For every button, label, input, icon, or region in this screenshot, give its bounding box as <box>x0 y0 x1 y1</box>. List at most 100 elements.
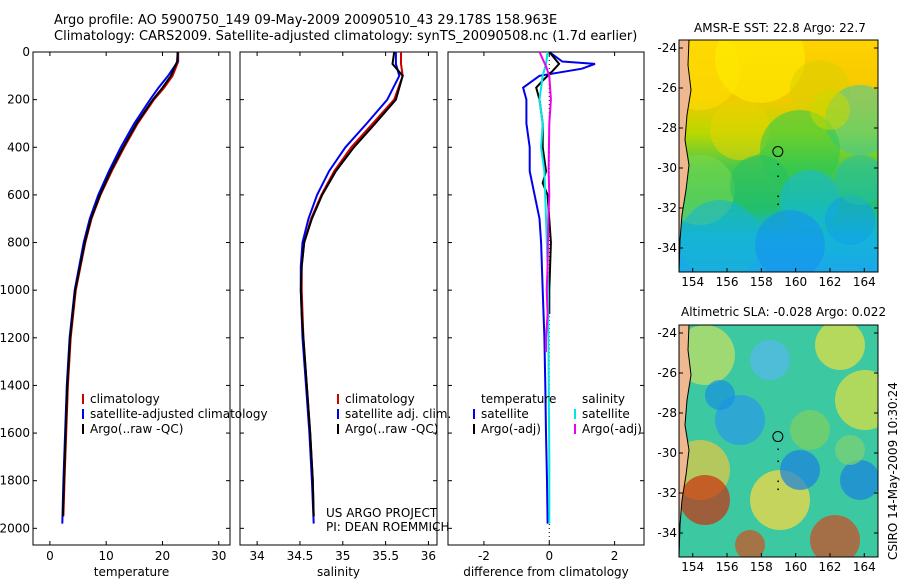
depth-tick-label: 800 <box>7 236 30 250</box>
difference-xlabel: difference from climatology <box>463 565 629 579</box>
argo-track-dot <box>777 480 779 483</box>
argo-track-dot <box>777 448 779 451</box>
sla-map-field <box>679 325 878 557</box>
salinity-legend-label: climatology <box>345 392 415 406</box>
depth-tick-label: 1400 <box>0 378 30 392</box>
sst-anomaly-patch <box>825 195 875 245</box>
sla-map-ytick-label: -34 <box>657 526 677 540</box>
sla-anomaly-patch <box>735 530 765 557</box>
sst-map: 154 156 158 160 162 164 -24 -26 -28 -30 -32 -34 <box>657 39 879 289</box>
sla-map-ytick-label: -30 <box>657 446 677 460</box>
depth-tick-label: 1200 <box>0 331 30 345</box>
temperature-panel: 0 10 20 30 0 200 400 600 800 1000 1200 1400 1600 1800… <box>0 45 231 579</box>
profile-title: Argo profile: AO 5900750_149 09-May-2009… <box>54 13 558 28</box>
sla-anomaly-patch <box>780 450 820 490</box>
depth-tick-label: 1000 <box>0 283 30 297</box>
depth-tick-label: 1800 <box>0 474 30 488</box>
difference-panel: -2 0 2 difference from climatology <box>447 51 645 579</box>
difference-temp-legend-label: Argo(-adj) <box>481 422 541 436</box>
salinity-xtick-label: 36 <box>421 549 436 563</box>
sla-anomaly-patch <box>750 340 790 380</box>
difference-xtick-label: 2 <box>611 549 619 563</box>
diff-legend-salinity-title: salinity <box>582 392 625 406</box>
sla-anomaly-patch <box>815 325 865 370</box>
temperature-xlabel: temperature <box>94 565 169 579</box>
sla-map-xtick-label: 162 <box>819 560 842 574</box>
salinity-xtick-label: 35.5 <box>372 549 399 563</box>
sst-map-frame <box>678 39 879 273</box>
argo-float-marker <box>772 431 784 443</box>
temperature-xtick-label: 20 <box>155 549 170 563</box>
sla-anomaly-patch <box>790 410 830 450</box>
sla-map-ytick-label: -26 <box>657 366 677 380</box>
project-label: US ARGO PROJECT <box>326 506 438 520</box>
temperature-axes-box <box>32 51 231 546</box>
temperature-legend-label: satellite-adjusted climatology <box>90 407 268 421</box>
sla-map: 154 156 158 160 162 164 -24 -26 -28 -30 -32 -34 <box>657 324 879 574</box>
difference-series-2 <box>538 51 551 524</box>
temperature-series-2 <box>61 51 179 517</box>
difference-sal-legend-label: satellite <box>582 407 630 421</box>
depth-tick-label: 1600 <box>0 426 30 440</box>
sst-map-xtick-label: 164 <box>853 275 876 289</box>
difference-sal-legend-label: Argo(-adj) <box>582 422 642 436</box>
sst-map-ytick-label: -28 <box>657 121 677 135</box>
sst-map-ytick-label: -26 <box>657 81 677 95</box>
sst-anomaly-patch <box>755 210 825 272</box>
temperature-legend-label: Argo(..raw -QC) <box>90 422 183 436</box>
difference-series-3 <box>538 51 552 353</box>
salinity-xtick-label: 34.5 <box>287 549 314 563</box>
argo-track-dot <box>777 488 779 491</box>
sst-anomaly-patch <box>680 200 760 272</box>
sla-map-xtick-label: 154 <box>681 560 704 574</box>
sst-map-title: AMSR-E SST: 22.8 Argo: 22.7 <box>694 21 866 35</box>
sst-anomaly-patch <box>710 100 770 160</box>
sst-map-xtick-label: 156 <box>716 275 739 289</box>
argo-track-dot <box>777 460 779 463</box>
salinity-xtick-label: 34 <box>249 549 264 563</box>
sla-anomaly-patch <box>810 515 860 557</box>
depth-tick-label: 600 <box>7 188 30 202</box>
temperature-xtick-label: 0 <box>46 549 54 563</box>
sst-anomaly-patch <box>835 155 878 205</box>
sla-map-xtick-label: 164 <box>853 560 876 574</box>
diff-legend-temperature-title: temperature <box>481 392 556 406</box>
salinity-xlabel: salinity <box>317 565 360 579</box>
difference-series-0 <box>521 51 596 524</box>
salinity-axes-box <box>239 51 438 546</box>
sst-map-xtick-label: 162 <box>819 275 842 289</box>
argo-track-dot <box>777 203 779 206</box>
sla-map-xtick-label: 160 <box>784 560 807 574</box>
difference-xtick-label: -2 <box>478 549 490 563</box>
sla-anomaly-patch <box>679 325 735 385</box>
temperature-xtick-label: 30 <box>211 549 226 563</box>
australia-land <box>679 40 692 272</box>
depth-tick-label: 400 <box>7 140 30 154</box>
sla-map-ytick-label: -24 <box>657 326 677 340</box>
temperature-xtick-label: 10 <box>99 549 114 563</box>
salinity-legend-label: satellite adj. clim. <box>345 407 451 421</box>
temperature-legend-label: climatology <box>90 392 160 406</box>
sla-map-ytick-label: -28 <box>657 406 677 420</box>
sst-anomaly-patch <box>715 40 805 103</box>
depth-tick-label: 0 <box>22 45 30 59</box>
sst-map-field <box>679 40 878 272</box>
sst-map-ytick-label: -30 <box>657 161 677 175</box>
sla-anomaly-patch <box>705 380 735 410</box>
sst-map-xtick-label: 154 <box>681 275 704 289</box>
sst-map-ytick-label: -32 <box>657 201 677 215</box>
sla-map-xtick-label: 156 <box>716 560 739 574</box>
depth-tick-label: 200 <box>7 93 30 107</box>
sst-map-ytick-label: -34 <box>657 241 677 255</box>
sla-map-xtick-label: 158 <box>750 560 773 574</box>
sla-map-frame <box>678 324 879 558</box>
sla-anomaly-patch <box>835 370 878 430</box>
difference-xtick-label: 0 <box>545 549 553 563</box>
argo-track-dot <box>777 163 779 166</box>
salinity-legend-label: Argo(..raw -QC) <box>345 422 438 436</box>
sla-anomaly-patch <box>835 435 865 465</box>
sst-map-ytick-label: -24 <box>657 41 677 55</box>
pi-label: PI: DEAN ROEMMICH <box>326 520 450 534</box>
